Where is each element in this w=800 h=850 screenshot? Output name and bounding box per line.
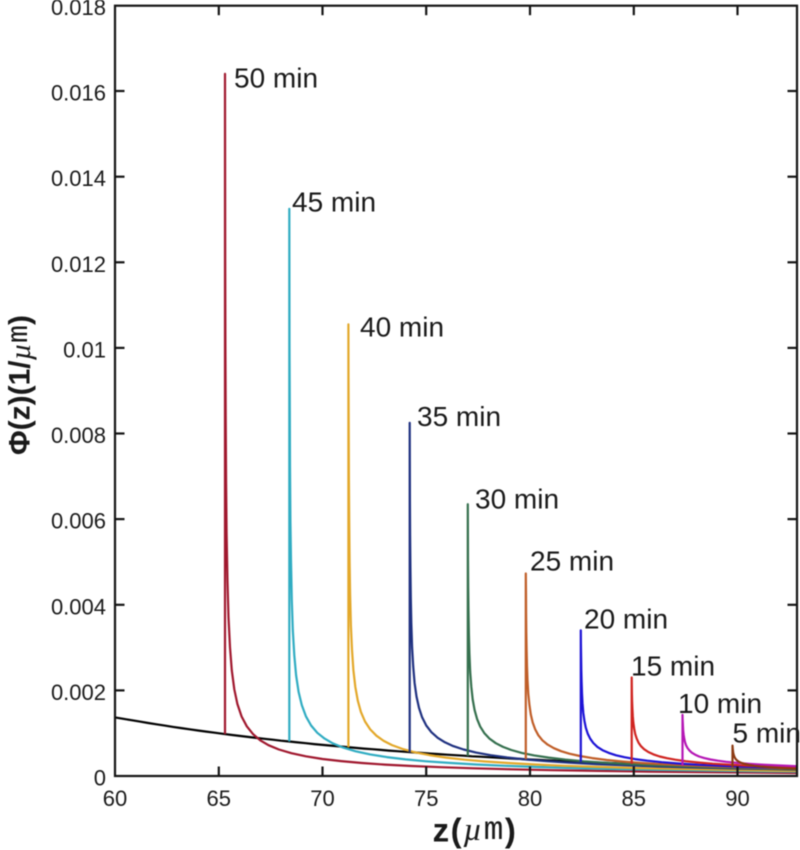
svg-text:Φ(z)(1/µm): Φ(z)(1/µm) (3, 315, 37, 455)
svg-text:z(µm): z(µm) (433, 812, 518, 849)
svg-text:60: 60 (103, 786, 127, 811)
svg-text:0.008: 0.008 (51, 423, 106, 448)
svg-text:40 min: 40 min (360, 312, 444, 343)
svg-text:0.014: 0.014 (51, 166, 106, 191)
svg-text:65: 65 (207, 786, 231, 811)
svg-text:85: 85 (622, 786, 646, 811)
svg-text:0: 0 (94, 766, 106, 791)
svg-text:25 min: 25 min (530, 546, 614, 577)
svg-text:50 min: 50 min (234, 63, 318, 94)
svg-text:75: 75 (414, 786, 438, 811)
svg-text:15 min: 15 min (631, 651, 715, 682)
svg-text:10 min: 10 min (678, 688, 762, 719)
svg-text:0.002: 0.002 (51, 680, 106, 705)
svg-text:5 min: 5 min (733, 718, 800, 749)
svg-text:45 min: 45 min (292, 187, 376, 218)
svg-text:0.012: 0.012 (51, 252, 106, 277)
svg-text:0.006: 0.006 (51, 509, 106, 534)
svg-text:0.016: 0.016 (51, 81, 106, 106)
svg-text:30 min: 30 min (475, 484, 559, 515)
svg-text:0.018: 0.018 (51, 0, 106, 20)
svg-text:70: 70 (310, 786, 334, 811)
svg-text:20 min: 20 min (584, 604, 668, 635)
svg-text:80: 80 (518, 786, 542, 811)
svg-text:0.004: 0.004 (51, 594, 106, 619)
svg-text:35 min: 35 min (417, 401, 501, 432)
svg-text:90: 90 (725, 786, 749, 811)
svg-text:0.01: 0.01 (63, 337, 106, 362)
